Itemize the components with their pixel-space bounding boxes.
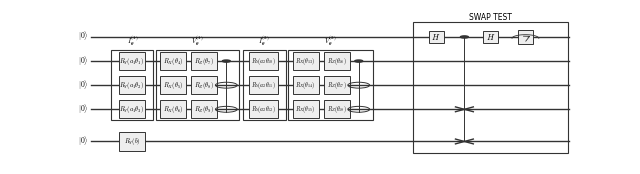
Bar bbox=[483, 31, 498, 43]
Bar bbox=[161, 100, 186, 118]
Bar bbox=[191, 76, 217, 94]
Text: $I_{\boldsymbol{\theta}}^{(1)}$: $I_{\boldsymbol{\theta}}^{(1)}$ bbox=[127, 35, 138, 48]
Text: $|0\rangle$: $|0\rangle$ bbox=[78, 135, 89, 148]
Text: $R_Y(a_1\theta_1)$: $R_Y(a_1\theta_1)$ bbox=[120, 56, 145, 67]
Bar bbox=[243, 50, 286, 120]
Bar bbox=[518, 30, 533, 44]
Text: $H$: $H$ bbox=[486, 32, 495, 42]
Bar bbox=[249, 76, 278, 94]
Bar bbox=[292, 76, 319, 94]
Bar bbox=[156, 50, 239, 120]
Bar bbox=[249, 52, 278, 70]
Text: $R_Z(\theta_9)$: $R_Z(\theta_9)$ bbox=[194, 104, 214, 115]
Bar bbox=[191, 52, 217, 70]
Circle shape bbox=[355, 60, 363, 62]
Text: $R_Y(a_2\theta_{12})$: $R_Y(a_2\theta_{12})$ bbox=[251, 104, 276, 115]
Bar bbox=[161, 76, 186, 94]
Circle shape bbox=[460, 36, 468, 38]
Text: $R_Z(\theta_{16})$: $R_Z(\theta_{16})$ bbox=[327, 56, 347, 67]
Text: $R_Z(\theta_{18})$: $R_Z(\theta_{18})$ bbox=[327, 104, 347, 115]
Text: $|0\rangle$: $|0\rangle$ bbox=[78, 103, 89, 116]
Text: $H$: $H$ bbox=[431, 32, 441, 42]
Text: $R_X(\theta_{13})$: $R_X(\theta_{13})$ bbox=[296, 56, 316, 67]
Text: $V_{\boldsymbol{\theta}}^{(1)}$: $V_{\boldsymbol{\theta}}^{(1)}$ bbox=[191, 35, 204, 48]
Bar bbox=[191, 100, 217, 118]
Circle shape bbox=[222, 60, 230, 62]
Text: $|0\rangle$: $|0\rangle$ bbox=[78, 79, 89, 92]
Bar bbox=[288, 50, 372, 120]
Text: $R_X(\theta_4)$: $R_X(\theta_4)$ bbox=[163, 56, 184, 67]
Bar bbox=[119, 132, 145, 151]
Text: $|0\rangle$: $|0\rangle$ bbox=[78, 30, 89, 44]
Bar bbox=[119, 52, 145, 70]
Text: $R_Z(\theta_{17})$: $R_Z(\theta_{17})$ bbox=[327, 80, 347, 91]
Text: $R_Y(a_1\theta_3)$: $R_Y(a_1\theta_3)$ bbox=[120, 104, 145, 115]
Text: $R_X(\theta_5)$: $R_X(\theta_5)$ bbox=[163, 80, 184, 91]
Bar bbox=[324, 100, 350, 118]
Bar bbox=[119, 76, 145, 94]
Bar bbox=[413, 22, 568, 153]
Text: $V_{\boldsymbol{\theta}}^{(2)}$: $V_{\boldsymbol{\theta}}^{(2)}$ bbox=[324, 35, 337, 48]
Bar bbox=[111, 50, 154, 120]
Text: $R_X(\theta_{15})$: $R_X(\theta_{15})$ bbox=[296, 104, 316, 115]
Bar bbox=[249, 100, 278, 118]
Text: $R_Y(a_2\theta_{10})$: $R_Y(a_2\theta_{10})$ bbox=[251, 56, 276, 67]
Bar bbox=[324, 52, 350, 70]
Text: $|0\rangle$: $|0\rangle$ bbox=[78, 55, 89, 68]
Text: $R_Y(b)$: $R_Y(b)$ bbox=[124, 136, 140, 147]
Text: $R_Y(a_1\theta_2)$: $R_Y(a_1\theta_2)$ bbox=[120, 80, 145, 91]
Text: $R_Y(a_2\theta_{11})$: $R_Y(a_2\theta_{11})$ bbox=[251, 80, 276, 91]
Text: $R_X(\theta_{14})$: $R_X(\theta_{14})$ bbox=[296, 80, 316, 91]
Text: $R_X(\theta_6)$: $R_X(\theta_6)$ bbox=[163, 104, 184, 115]
Bar bbox=[292, 52, 319, 70]
Bar bbox=[429, 31, 444, 43]
Bar bbox=[324, 76, 350, 94]
Text: $I_{\boldsymbol{\theta}}^{(2)}$: $I_{\boldsymbol{\theta}}^{(2)}$ bbox=[259, 35, 270, 48]
Bar bbox=[292, 100, 319, 118]
Bar bbox=[119, 100, 145, 118]
Text: SWAP TEST: SWAP TEST bbox=[469, 13, 512, 22]
Bar bbox=[161, 52, 186, 70]
Text: $R_Z(\theta_7)$: $R_Z(\theta_7)$ bbox=[194, 56, 214, 67]
Text: $R_Z(\theta_8)$: $R_Z(\theta_8)$ bbox=[194, 80, 214, 91]
